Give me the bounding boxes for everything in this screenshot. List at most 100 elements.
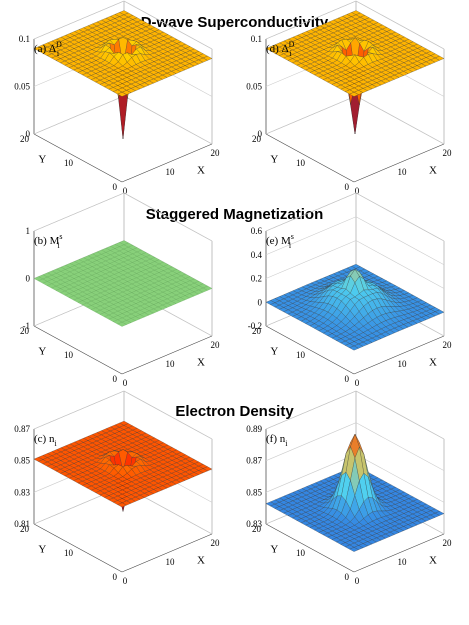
y-tick-label: 0: [345, 374, 350, 384]
x-axis-label: X: [429, 356, 437, 368]
x-axis-label: X: [197, 554, 205, 566]
y-axis-label: Y: [38, 543, 46, 555]
panel-label-sup: s: [291, 232, 294, 241]
y-tick-label: 20: [20, 524, 30, 534]
x-tick-label: 0: [123, 186, 128, 196]
x-axis-label: X: [197, 356, 205, 368]
grid-line: [355, 192, 445, 242]
grid-line: [33, 95, 125, 135]
x-tick-label: 0: [355, 576, 360, 586]
y-axis-label: Y: [38, 153, 46, 165]
grid-line: [265, 0, 357, 40]
panel-label: (f) ni: [266, 433, 288, 448]
z-tick-label: 0.87: [14, 424, 30, 434]
grid-line: [355, 454, 445, 503]
panel-e: -0.2 0 0.2 0.4 0.6 0 10 20 0 10 20 X Y (e) Ms i: [236, 192, 468, 402]
z-tick-label: 0.83: [14, 487, 30, 497]
section-title-dwave: D-wave Superconductivity: [140, 14, 329, 31]
grid-line: [33, 0, 125, 40]
panel-label: (c) ni: [34, 433, 57, 448]
grid-line: [355, 390, 445, 440]
x-tick-label: 0: [355, 186, 360, 196]
z-tick-label: -1: [23, 321, 31, 331]
grid-line: [123, 192, 213, 242]
grid-line: [355, 216, 445, 266]
grid-line: [265, 240, 357, 279]
grid-line: [355, 422, 445, 471]
grid-line: [265, 422, 357, 461]
z-tick-label: 0.81: [14, 519, 30, 529]
y-axis-line: [33, 523, 123, 573]
x-axis-line: [353, 335, 445, 375]
section-title-magnetization: Staggered Magnetization: [145, 206, 324, 223]
panel-f: 0.83 0.85 0.87 0.89 0 10 20 0 10 20 X Y (f) ni: [236, 390, 468, 600]
z-tick-label: 0.05: [246, 82, 262, 92]
y-axis-line: [265, 523, 355, 573]
panel-label-sup: s: [59, 232, 62, 241]
surface-plot-c: 0.81 0.83 0.85 0.87 0 10 20 0 10 20 X Y (c) ni: [14, 390, 220, 586]
x-axis-line: [121, 335, 213, 375]
panel-label-sub: i: [289, 241, 292, 250]
panel-label-sub: i: [57, 241, 60, 250]
x-axis-line: [353, 533, 445, 573]
surface-patch: [349, 345, 359, 351]
surface-patch: [117, 322, 127, 327]
surface-patch: [349, 547, 359, 552]
grid-line: [123, 390, 213, 440]
y-tick-label: 10: [296, 350, 306, 360]
x-tick-label: 20: [443, 340, 453, 350]
panel-label-sup: D: [56, 40, 62, 49]
z-tick-label: 0.1: [251, 34, 262, 44]
x-tick-label: 10: [166, 359, 176, 369]
panel-label: (d) ΔD i: [266, 40, 295, 58]
x-tick-label: 20: [443, 538, 453, 548]
y-tick-label: 10: [64, 350, 74, 360]
surface-patch: [117, 502, 127, 508]
y-tick-label: 0: [113, 572, 118, 582]
y-tick-label: 20: [20, 326, 30, 336]
x-tick-label: 20: [443, 148, 453, 158]
x-tick-label: 10: [166, 557, 176, 567]
grid-line: [123, 95, 213, 145]
surface-patch: [117, 92, 127, 97]
grid-line: [355, 95, 445, 145]
grid-line: [123, 0, 213, 50]
surface-patch: [349, 92, 359, 97]
x-axis-line: [353, 143, 445, 183]
y-axis-label: Y: [270, 345, 278, 357]
y-tick-label: 20: [20, 134, 30, 144]
z-tick-label: 0.83: [246, 519, 262, 529]
z-tick-label: 0.87: [246, 456, 262, 466]
y-axis-label: Y: [270, 153, 278, 165]
z-tick-label: 0: [26, 129, 31, 139]
surface-plot-f: 0.83 0.85 0.87 0.89 0 10 20 0 10 20 X Y (f) ni: [246, 390, 453, 586]
grid-line: [355, 240, 445, 289]
x-axis-line: [121, 143, 213, 183]
z-tick-label: 0.1: [19, 34, 30, 44]
y-tick-label: 0: [113, 374, 118, 384]
x-tick-label: 20: [211, 148, 221, 158]
x-tick-label: 10: [166, 167, 176, 177]
x-tick-label: 0: [355, 378, 360, 388]
y-axis-line: [33, 133, 123, 183]
y-tick-label: 10: [64, 158, 74, 168]
panel-label-sup: D: [289, 40, 295, 49]
grid-line: [33, 390, 125, 430]
z-tick-label: 0.2: [251, 274, 262, 284]
panel-c: 0.81 0.83 0.85 0.87 0 10 20 0 10 20 X Y (c) ni: [4, 390, 236, 600]
y-axis-line: [265, 325, 355, 375]
z-tick-label: 0: [258, 297, 263, 307]
section-title-density: Electron Density: [175, 403, 294, 420]
x-tick-label: 10: [398, 167, 408, 177]
z-tick-label: 0: [26, 274, 31, 284]
x-axis-label: X: [197, 164, 205, 176]
x-tick-label: 20: [211, 340, 221, 350]
y-tick-label: 10: [296, 548, 306, 558]
x-tick-label: 0: [123, 378, 128, 388]
x-axis-label: X: [429, 554, 437, 566]
y-tick-label: 20: [252, 134, 262, 144]
z-tick-label: 0.05: [14, 82, 30, 92]
x-tick-label: 10: [398, 557, 408, 567]
z-tick-label: 0: [258, 129, 263, 139]
